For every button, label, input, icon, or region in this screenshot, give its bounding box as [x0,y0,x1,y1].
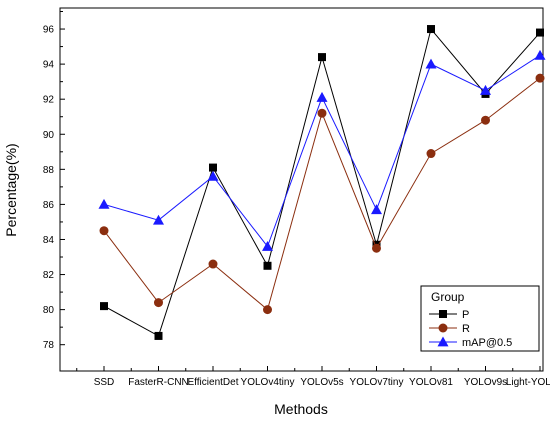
series-line [103,54,541,248]
data-point [209,163,217,172]
x-tick-label: YOLOv4tiny [241,377,295,388]
data-point [262,240,273,251]
y-axis-title: Percentage(%) [3,143,19,236]
data-point [153,214,164,225]
data-point [318,53,326,62]
x-tick-label: FasterR-CNN [128,377,189,388]
data-point [317,108,327,118]
y-tick-label: 84 [43,235,55,246]
x-tick-label: EfficientDet [188,377,239,388]
data-point [98,198,110,209]
x-tick-label: SSD [94,377,115,388]
y-tick-label: 78 [43,340,55,351]
x-tick-label: YOLOv7tiny [350,377,404,388]
data-point [534,49,546,60]
data-point [536,28,544,37]
data-point [154,298,163,308]
data-point [154,331,163,340]
data-point [481,115,490,125]
y-axis: 78 80 82 84 86 88 90 92 94 96 [43,11,65,351]
y-tick-label: 96 [43,25,55,36]
x-tick-label: YOLOv5s [300,377,343,388]
x-axis-title: Methods [274,401,328,417]
y-tick-label: 92 [43,95,55,106]
data-point [263,261,272,270]
data-point [371,204,382,215]
data-point [100,302,108,311]
y-tick-label: 94 [43,60,55,71]
legend-label: R [462,323,470,335]
legend-marker [439,310,447,318]
legend-box [420,285,540,352]
data-point [426,149,436,159]
y-tick-label: 80 [43,305,55,316]
y-tick-label: 90 [43,130,55,141]
data-point [427,25,435,34]
data-point [316,91,328,102]
legend-label: P [462,309,469,321]
legend-marker [437,336,449,347]
legend-title: Group [431,290,465,304]
data-point [208,259,218,269]
x-tick-label: Light-YOLOv8s [506,377,550,388]
data-point [480,84,491,95]
series-r [99,73,545,315]
legend-label: mAP@0.5 [462,337,512,349]
plot-frame [59,7,544,372]
data-point [99,226,109,236]
series-group [98,25,546,340]
x-tick-label: YOLOv9s [464,377,507,388]
y-tick-label: 86 [43,200,55,211]
x-tick-label: YOLOv81 [409,377,453,388]
y-tick-label: 88 [43,165,55,176]
data-point [535,73,545,83]
legend-marker [438,323,448,333]
legend-item: P [429,309,469,321]
data-point [207,170,219,181]
legend-item: R [429,323,470,335]
series-map-0-5 [98,49,546,251]
legend-item: mAP@0.5 [429,336,512,349]
data-point [372,243,381,253]
y-tick-label: 82 [43,270,55,281]
data-point [263,305,272,315]
data-point [425,58,437,69]
